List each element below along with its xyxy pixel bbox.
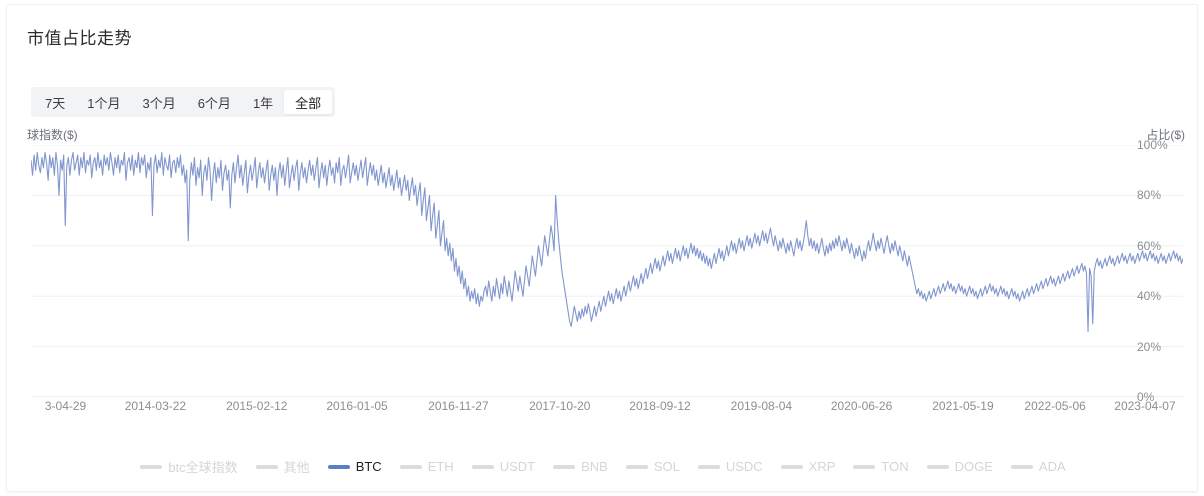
x-tick-label-8: 2020-06-26 — [830, 399, 893, 413]
x-tick-label-7: 2019-08-04 — [730, 399, 793, 413]
legend-item-xrp[interactable]: XRP — [780, 459, 836, 474]
chart-plot-area[interactable] — [31, 145, 1183, 397]
legend-swatch-icon — [255, 464, 278, 469]
legend-label: USDC — [725, 459, 763, 474]
x-tick-label-5: 2017-10-20 — [529, 399, 591, 413]
legend-item-bnb[interactable]: BNB — [553, 459, 608, 474]
series-line-btc — [31, 153, 1183, 332]
legend-label: btc全球指数 — [168, 460, 238, 475]
range-button-2[interactable]: 3个月 — [131, 90, 186, 114]
dominance-line-chart[interactable] — [31, 145, 1183, 397]
legend-item-usdt[interactable]: USDT — [471, 459, 536, 474]
legend-label: 其他 — [283, 460, 310, 475]
legend-item-btc[interactable]: BTC — [327, 459, 382, 474]
legend-swatch-icon — [853, 464, 876, 469]
legend-item-ton[interactable]: TON — [853, 459, 909, 474]
x-tick-label-1: 2014-03-22 — [124, 399, 187, 413]
x-tick-label-3: 2016-01-05 — [326, 399, 388, 413]
legend-swatch-icon — [140, 464, 163, 469]
legend-swatch-icon — [1010, 464, 1033, 469]
legend-item-sol[interactable]: SOL — [625, 459, 680, 474]
legend-label: ETH — [427, 459, 454, 474]
legend-label: ADA — [1038, 459, 1066, 474]
range-button-4[interactable]: 1年 — [242, 90, 284, 114]
legend-item-usdc[interactable]: USDC — [697, 459, 763, 474]
legend-swatch-icon — [926, 464, 949, 469]
time-range-selector[interactable]: 7天 1个月 3个月 6个月 1年 全部 — [31, 87, 336, 117]
x-tick-label-11: 2023-04-07 — [1114, 399, 1176, 413]
legend-swatch-icon — [399, 464, 422, 469]
x-axis-tick-labels: 3-04-29 2014-03-22 2015-02-12 2016-01-05 201… — [7, 397, 1199, 419]
legend-swatch-icon — [625, 464, 648, 469]
legend-label: TON — [881, 459, 909, 474]
x-tick-label-10: 2022-05-06 — [1024, 399, 1086, 413]
right-axis-title: 占比($) — [1146, 128, 1185, 142]
range-button-1[interactable]: 1个月 — [76, 90, 131, 114]
market-cap-dominance-card: 市值占比走势 7天 1个月 3个月 6个月 1年 全部 球指数($) 占比($) 100%… — [6, 4, 1198, 492]
range-button-0[interactable]: 7天 — [34, 90, 76, 114]
x-tick-label-0: 3-04-29 — [44, 399, 87, 413]
legend-label: SOL — [653, 459, 680, 474]
page-title: 市值占比走势 — [27, 29, 132, 48]
legend-label: DOGE — [954, 459, 993, 474]
x-tick-label-9: 2021-05-19 — [932, 399, 994, 413]
legend-item-eth[interactable]: ETH — [399, 459, 454, 474]
left-axis-title: 球指数($) — [27, 128, 78, 142]
legend-swatch-icon — [697, 464, 720, 469]
legend-swatch-icon — [471, 464, 494, 469]
legend-label: BNB — [581, 459, 608, 474]
legend-swatch-icon — [327, 464, 350, 469]
x-tick-label-6: 2018-09-12 — [629, 399, 691, 413]
x-tick-label-2: 2015-02-12 — [226, 399, 288, 413]
legend-label: USDT — [499, 459, 536, 474]
legend-label: BTC — [355, 459, 382, 474]
chart-legend[interactable]: btc全球指数 其他 BTC ETH USDT BNB SOL USDC XRP TON DOGE A… — [7, 457, 1199, 476]
legend-item-btc全球指数[interactable]: btc全球指数 — [140, 457, 238, 476]
range-button-3[interactable]: 6个月 — [187, 90, 242, 114]
legend-swatch-icon — [553, 464, 576, 469]
x-tick-label-4: 2016-11-27 — [428, 399, 489, 413]
legend-item-其他[interactable]: 其他 — [255, 457, 310, 476]
range-button-5[interactable]: 全部 — [284, 90, 333, 114]
legend-item-ada[interactable]: ADA — [1010, 459, 1066, 474]
legend-label: XRP — [808, 459, 836, 474]
legend-swatch-icon — [780, 464, 803, 469]
legend-item-doge[interactable]: DOGE — [926, 459, 993, 474]
